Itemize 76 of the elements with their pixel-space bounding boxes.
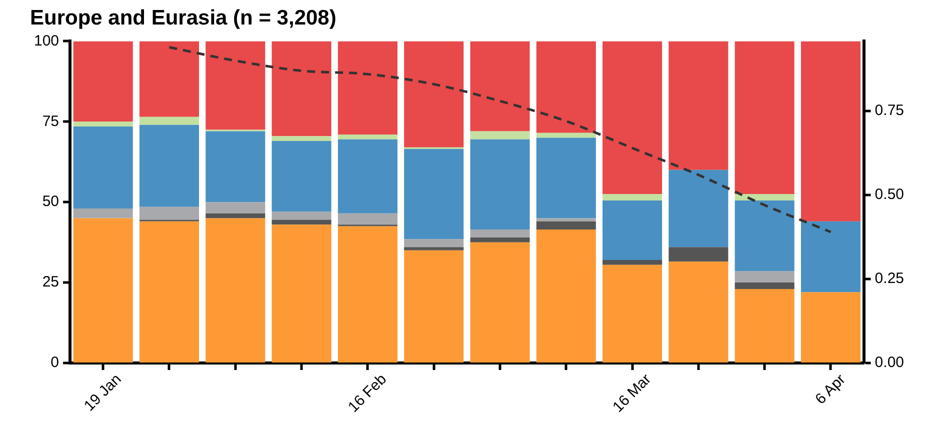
bar <box>404 239 464 248</box>
bar <box>536 229 596 362</box>
bar <box>73 218 133 362</box>
chart-title: Europe and Eurasia (n = 3,208) <box>30 6 336 30</box>
bar <box>206 131 266 202</box>
bar <box>206 202 266 214</box>
bar <box>734 271 794 283</box>
bar <box>272 136 332 141</box>
bar <box>602 194 662 200</box>
y-tick-label: 0 <box>50 354 60 372</box>
bar <box>668 262 728 362</box>
bar <box>470 41 530 132</box>
bar <box>139 206 200 220</box>
bar <box>536 221 596 230</box>
bar <box>734 282 794 289</box>
y-tick-label: 75 <box>42 112 60 130</box>
bar <box>139 41 200 117</box>
bar <box>734 41 794 194</box>
bar <box>338 213 398 225</box>
x-tick-label: 16 Feb <box>344 370 390 416</box>
bar <box>536 218 596 222</box>
bar <box>470 139 530 230</box>
bar <box>404 149 464 240</box>
bar <box>470 131 530 140</box>
bar <box>338 41 398 135</box>
bar <box>73 41 133 122</box>
bar <box>139 221 200 362</box>
bar <box>734 200 794 272</box>
bar <box>602 41 662 194</box>
bar <box>272 41 332 136</box>
bar <box>338 139 398 214</box>
bar <box>272 140 332 212</box>
bar <box>73 126 133 209</box>
bar <box>602 264 662 362</box>
bar <box>470 229 530 238</box>
bar <box>470 242 530 362</box>
bar <box>734 194 794 200</box>
bar <box>536 41 596 133</box>
y-tick-label: 50 <box>42 193 60 210</box>
bar <box>338 134 398 140</box>
bar <box>206 213 266 218</box>
y-tick-label: 100 <box>34 32 60 50</box>
bar <box>272 212 332 220</box>
bar <box>73 122 133 126</box>
bar <box>602 260 662 265</box>
bar <box>272 220 332 225</box>
y2-tick-label: 0.50 <box>874 186 904 204</box>
bar <box>404 250 464 362</box>
bar <box>800 41 860 222</box>
bar <box>668 247 728 262</box>
y2-tick-label: 0.00 <box>874 354 904 372</box>
bar <box>404 247 464 250</box>
y-tick-label: 25 <box>42 274 60 291</box>
bar <box>668 170 728 248</box>
bar <box>206 218 266 362</box>
x-tick-label: 19 Jan <box>80 370 125 415</box>
bar <box>800 292 860 362</box>
bar <box>139 116 200 125</box>
x-tick-label: 6 Apr <box>812 371 849 408</box>
bar <box>338 226 398 362</box>
y2-tick-label: 0.25 <box>874 270 904 288</box>
y2-tick-label: 0.75 <box>874 102 904 120</box>
bar <box>800 221 860 292</box>
line-series <box>168 46 832 234</box>
bar <box>272 224 332 362</box>
bar <box>734 288 794 362</box>
bar <box>536 138 596 218</box>
x-tick-label: 16 Mar <box>610 370 655 416</box>
bar <box>470 238 530 242</box>
bar <box>206 41 266 130</box>
bar <box>668 41 728 170</box>
bar <box>404 41 464 148</box>
bar <box>73 208 133 218</box>
bar <box>139 124 200 207</box>
bar <box>602 200 662 260</box>
bar <box>536 132 596 138</box>
